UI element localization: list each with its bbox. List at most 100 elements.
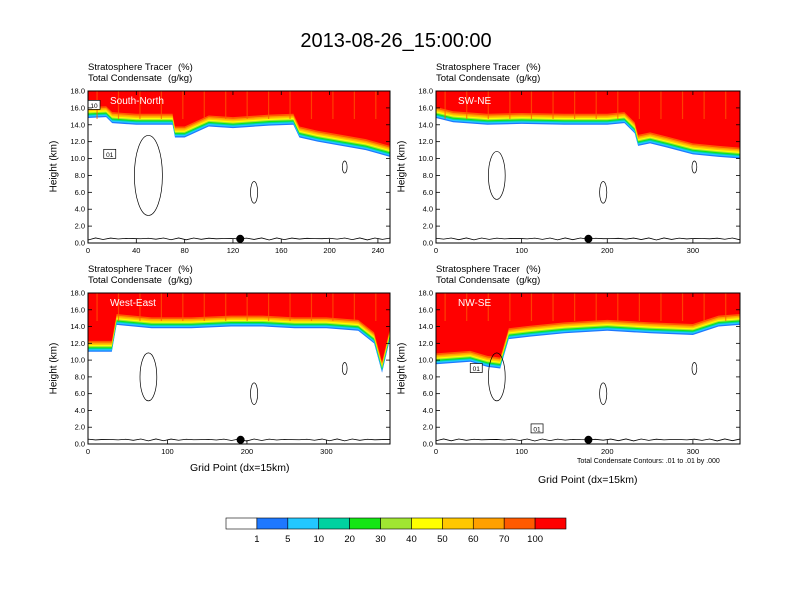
panel-2-ytick-label: 4.0 bbox=[423, 205, 433, 214]
panel-1-xtick-label: 40 bbox=[132, 246, 140, 255]
panel-4-condensate-contour bbox=[488, 352, 506, 402]
panel-2-header-units2: (g/kg) bbox=[515, 73, 541, 84]
panel-1-ytick-label: 12.0 bbox=[70, 137, 85, 146]
panel-2-field bbox=[436, 91, 740, 243]
panel-3-xlabel: Grid Point (dx=15km) bbox=[190, 462, 290, 474]
panel-4-frame bbox=[435, 292, 741, 445]
panel-4-field: 01 01 bbox=[436, 293, 740, 444]
panel-4-xlabel: Grid Point (dx=15km) bbox=[538, 474, 638, 486]
panel-1-section-label: South-North bbox=[110, 96, 164, 107]
panel-2-ytick-label: 10.0 bbox=[418, 154, 433, 163]
panel-4-ytick-label: 10.0 bbox=[418, 356, 433, 365]
panel-3-header-units1: (%) bbox=[177, 264, 193, 275]
panel-1-xtick-label: 240 bbox=[372, 246, 385, 255]
panel-3-ytick-label: 2.0 bbox=[75, 423, 85, 432]
panel-2-ytick-label: 14.0 bbox=[418, 120, 433, 129]
colorbar-label: 50 bbox=[437, 534, 448, 545]
panel-4-contour-label-box bbox=[469, 363, 483, 373]
panel-3-ytick-label: 4.0 bbox=[75, 406, 85, 415]
panel-3-ytick-label: 10.0 bbox=[70, 356, 85, 365]
panel-4-ytick-label: 2.0 bbox=[423, 423, 433, 432]
colorbar-swatch bbox=[256, 517, 289, 530]
panel-1-contour-label: 10 bbox=[90, 103, 98, 110]
panel-3-header-line2: Total Condensate bbox=[88, 275, 162, 286]
panel-3-header-line1: Stratosphere Tracer bbox=[88, 264, 172, 275]
panel-1-frame bbox=[87, 90, 391, 244]
panel-4-header-line1: Stratosphere Tracer bbox=[436, 264, 520, 275]
panel-3-location-marker bbox=[236, 435, 245, 444]
panel-1-contour-label: 01 bbox=[106, 152, 114, 159]
panel-4-xtick-label: 0 bbox=[434, 447, 438, 456]
panel-2-ytick-label: 16.0 bbox=[418, 103, 433, 112]
panel-1-ytick-label: 2.0 bbox=[75, 222, 85, 231]
panel-4-contour-label: 01 bbox=[533, 426, 541, 433]
panel-1-xtick-label: 200 bbox=[323, 246, 336, 255]
panel-1-ytick-label: 8.0 bbox=[75, 171, 85, 180]
panel-2-condensate-contour bbox=[599, 181, 608, 204]
panel-2-ytick-label: 6.0 bbox=[423, 188, 433, 197]
panel-1-field: 10 01 bbox=[88, 91, 390, 243]
panel-3-xtick-label: 0 bbox=[86, 447, 90, 456]
colorbar-label: 20 bbox=[344, 534, 355, 545]
colorbar: 1 5 10 20 30 40 50 60 70 100 bbox=[225, 517, 567, 545]
colorbar-swatch bbox=[472, 517, 505, 530]
panel-4-ytick-label: 8.0 bbox=[423, 372, 433, 381]
panel-3-section-label: West-East bbox=[110, 298, 156, 309]
panel-4-header-line2: Total Condensate bbox=[436, 275, 510, 286]
panel-1-condensate-contour bbox=[134, 135, 163, 216]
panel-4-ytick-label: 0.0 bbox=[423, 440, 433, 449]
panel-4-ytick-label: 14.0 bbox=[418, 322, 433, 331]
panel-2-condensate-contour bbox=[691, 160, 698, 174]
panel-2-ytick-label: 0.0 bbox=[423, 239, 433, 248]
panel-2-frame bbox=[435, 90, 741, 244]
panel-4-ytick-label: 4.0 bbox=[423, 406, 433, 415]
panel-3-frame bbox=[87, 292, 391, 445]
panel-1-header-line2: Total Condensate bbox=[88, 73, 162, 84]
panel-4-header: Stratosphere Tracer (%) Total Condensate (… bbox=[436, 264, 541, 286]
panel-1-location-marker bbox=[236, 234, 245, 243]
panel-2-ytick-label: 12.0 bbox=[418, 137, 433, 146]
panel-3-header-units2: (g/kg) bbox=[167, 275, 193, 286]
panel-2-header-line1: Stratosphere Tracer bbox=[436, 62, 520, 73]
panel-1-xtick-label: 160 bbox=[275, 246, 288, 255]
panel-1-xtick-label: 120 bbox=[227, 246, 240, 255]
panel-1-header: Stratosphere Tracer (%) Total Condensate (… bbox=[88, 62, 193, 84]
panel-1-xtick-label: 0 bbox=[86, 246, 90, 255]
panel-1-ytick-label: 16.0 bbox=[70, 103, 85, 112]
panel-2-ytick-label: 2.0 bbox=[423, 222, 433, 231]
panel-4-contour-label: 01 bbox=[473, 366, 481, 373]
panel-2-xtick-label: 0 bbox=[434, 246, 438, 255]
colorbar-swatch bbox=[503, 517, 536, 530]
panel-1-contour-label-box bbox=[103, 148, 117, 159]
panel-3-xtick-label: 300 bbox=[320, 447, 333, 456]
panel-1-ytick-label: 14.0 bbox=[70, 120, 85, 129]
colorbar-label: 70 bbox=[499, 534, 510, 545]
panel-1-xtick-label: 80 bbox=[180, 246, 188, 255]
panel-1-condensate-contour bbox=[250, 181, 259, 204]
colorbar-swatch bbox=[411, 517, 443, 530]
panel-2-xtick-label: 100 bbox=[515, 246, 528, 255]
panel-4-condensate-contour bbox=[599, 382, 608, 405]
panel-3-xtick-label: 200 bbox=[241, 447, 254, 456]
panel-4-plot: 01 01 NW-SE 0.0 2.0 4.0 6.0 8.0 10.0 12.0 14.0 16.0… bbox=[418, 289, 741, 456]
panel-3-plot: West-East 0.0 2.0 4.0 6.0 8.0 10.0 12.0 14.0 16.0… bbox=[70, 289, 391, 456]
panel-2-xtick-label: 200 bbox=[601, 246, 614, 255]
panel-3-ytick-label: 8.0 bbox=[75, 372, 85, 381]
panel-1-ytick-label: 10.0 bbox=[70, 154, 85, 163]
panel-2-terrain-contour bbox=[436, 237, 740, 241]
colorbar-label: 40 bbox=[406, 534, 417, 545]
colorbar-label: 60 bbox=[468, 534, 479, 545]
panel-1-plot: 10 01 South-North 0.0 2.0 4.0 6.0 8.0 10.0 12.0 14… bbox=[70, 87, 391, 255]
panel-4-terrain-contour bbox=[436, 438, 740, 442]
panel-4-header-units2: (g/kg) bbox=[515, 275, 541, 286]
panel-4-location-marker bbox=[584, 435, 593, 444]
panel-1-tracer-band bbox=[88, 91, 390, 146]
colorbar-label: 30 bbox=[375, 534, 386, 545]
panel-3-condensate-contour bbox=[250, 382, 259, 405]
panel-2-plot: SW-NE 0.0 2.0 4.0 6.0 8.0 10.0 12.0 14.0 16.0 18.0… bbox=[418, 87, 741, 255]
contour-footnote: Total Condensate Contours: .01 to .01 by… bbox=[577, 458, 720, 465]
panel-1-ytick-label: 4.0 bbox=[75, 205, 85, 214]
panel-2-header-units1: (%) bbox=[525, 62, 541, 73]
panel-4-xtick-label: 200 bbox=[601, 447, 614, 456]
